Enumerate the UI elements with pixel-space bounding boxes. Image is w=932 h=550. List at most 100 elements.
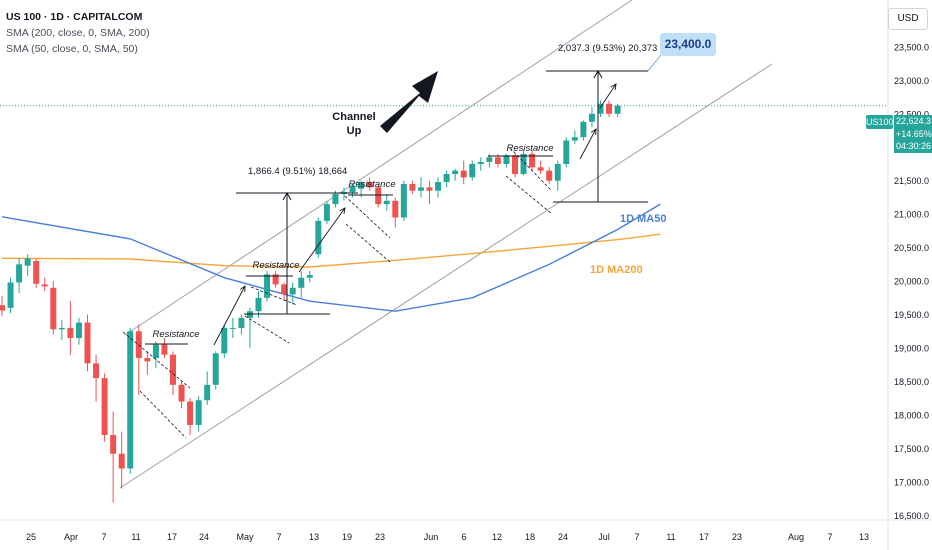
candle-body bbox=[41, 284, 48, 287]
symbol-tag: US100 bbox=[866, 115, 894, 129]
candle-body bbox=[50, 287, 57, 330]
candle-body bbox=[494, 157, 501, 164]
candle-body bbox=[67, 327, 74, 338]
resistance-label: Resistance bbox=[253, 260, 300, 271]
candle-body bbox=[597, 103, 604, 114]
pullback-trendline bbox=[122, 331, 191, 389]
x-tick-label: 24 bbox=[199, 532, 209, 542]
x-tick-label: 25 bbox=[26, 532, 36, 542]
pullback-trendline bbox=[505, 175, 553, 215]
candle-body bbox=[110, 435, 117, 454]
bar-countdown: 04:30:26 bbox=[896, 141, 932, 151]
candle-body bbox=[144, 358, 151, 362]
trend-arrow-icon bbox=[380, 71, 438, 133]
candle-body bbox=[614, 105, 621, 114]
last-price-tag: 22,624.3 +14.65% 04:30:26 bbox=[894, 115, 932, 153]
candle-body bbox=[84, 322, 91, 364]
candle-body bbox=[33, 261, 40, 284]
y-tick-label: 20,500.0 bbox=[894, 243, 929, 253]
candle-body bbox=[306, 275, 313, 278]
price-scale-bg bbox=[888, 0, 932, 550]
impulse-arrowhead bbox=[339, 207, 346, 214]
y-tick-label: 21,500.0 bbox=[894, 176, 929, 186]
candle-body bbox=[554, 163, 561, 181]
candle-body bbox=[520, 153, 527, 175]
x-tick-label: 24 bbox=[558, 532, 568, 542]
x-tick-label: 7 bbox=[101, 532, 106, 542]
x-tick-label: 23 bbox=[732, 532, 742, 542]
candle-body bbox=[118, 453, 125, 469]
pullback-trendline bbox=[139, 390, 187, 439]
currency-button[interactable]: USD bbox=[888, 8, 928, 30]
candle-body bbox=[332, 194, 339, 205]
y-tick-label: 18,000.0 bbox=[894, 410, 929, 420]
candle-body bbox=[580, 121, 587, 138]
candle-body bbox=[75, 322, 82, 338]
x-tick-label: Aug bbox=[788, 532, 804, 542]
legend-sma200[interactable]: SMA (200, close, 0, SMA, 200) bbox=[6, 27, 150, 39]
candle-body bbox=[7, 282, 14, 308]
candle-body bbox=[426, 187, 433, 191]
x-tick-label: 23 bbox=[375, 532, 385, 542]
impulse-arrow bbox=[599, 83, 617, 109]
candle-body bbox=[469, 163, 476, 178]
candle-body bbox=[529, 153, 536, 168]
legend-title[interactable]: US 100 · 1D · CAPITALCOM bbox=[6, 11, 143, 23]
candle-body bbox=[409, 184, 416, 191]
candle-body bbox=[477, 161, 484, 164]
impulse-arrow bbox=[213, 285, 246, 346]
candle-body bbox=[417, 187, 424, 191]
x-tick-label: Jun bbox=[424, 532, 439, 542]
candle-body bbox=[537, 167, 544, 171]
impulse-arrow bbox=[298, 207, 346, 273]
x-tick-label: May bbox=[236, 532, 254, 542]
measure-label: 2,037.3 (9.53%) 20,373 bbox=[558, 43, 657, 54]
x-tick-label: 13 bbox=[309, 532, 319, 542]
y-tick-label: 23,000.0 bbox=[894, 76, 929, 86]
candle-body bbox=[161, 344, 168, 355]
candle-body bbox=[212, 353, 219, 385]
x-tick-label: 7 bbox=[276, 532, 281, 542]
candle-body bbox=[571, 137, 578, 141]
candle-body bbox=[238, 317, 245, 328]
y-tick-label: 16,500.0 bbox=[894, 511, 929, 521]
ma200-label: 1D MA200 bbox=[590, 264, 643, 276]
candle-body bbox=[152, 344, 159, 359]
candle-body bbox=[93, 363, 100, 379]
ma50-label: 1D MA50 bbox=[620, 213, 666, 225]
candle-body bbox=[170, 354, 176, 385]
candle-body bbox=[546, 170, 553, 181]
resistance-label: Resistance bbox=[507, 143, 554, 154]
y-tick-label: 21,000.0 bbox=[894, 210, 929, 220]
candle-body bbox=[366, 182, 373, 188]
x-tick-label: 7 bbox=[634, 532, 639, 542]
impulse-arrowhead bbox=[590, 128, 597, 136]
candle-body bbox=[204, 384, 211, 401]
candle-body bbox=[221, 327, 228, 354]
legend-sma50[interactable]: SMA (50, close, 0, SMA, 50) bbox=[6, 43, 138, 55]
resistance-label: Resistance bbox=[349, 179, 396, 190]
target-badge: 23,400.0 bbox=[660, 33, 716, 56]
candle-body bbox=[435, 182, 442, 191]
candle-body bbox=[323, 204, 330, 221]
x-tick-label: 11 bbox=[131, 532, 140, 542]
candle-body bbox=[101, 378, 108, 436]
candle-body bbox=[16, 264, 23, 283]
impulse-arrow bbox=[579, 128, 597, 160]
candle-body bbox=[563, 140, 570, 164]
candle-body bbox=[443, 174, 450, 183]
y-tick-label: 23,500.0 bbox=[894, 42, 929, 52]
candle-body bbox=[460, 170, 467, 178]
x-tick-label: 12 bbox=[492, 532, 502, 542]
y-tick-label: 20,000.0 bbox=[894, 277, 929, 287]
measure-arrowhead bbox=[593, 69, 603, 79]
x-tick-label: 17 bbox=[167, 532, 177, 542]
measure-label: 1,866.4 (9.51%) 18,664 bbox=[248, 166, 347, 177]
y-tick-label: 18,500.0 bbox=[894, 377, 929, 387]
candle-body bbox=[229, 327, 236, 329]
candle-body bbox=[358, 182, 365, 189]
candle-body bbox=[349, 186, 356, 193]
candle-body bbox=[246, 311, 253, 318]
